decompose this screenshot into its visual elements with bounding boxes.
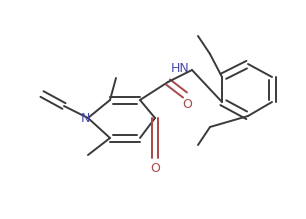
Text: O: O: [150, 161, 160, 175]
Text: N: N: [80, 111, 90, 124]
Text: HN: HN: [170, 62, 189, 74]
Text: O: O: [182, 99, 192, 111]
